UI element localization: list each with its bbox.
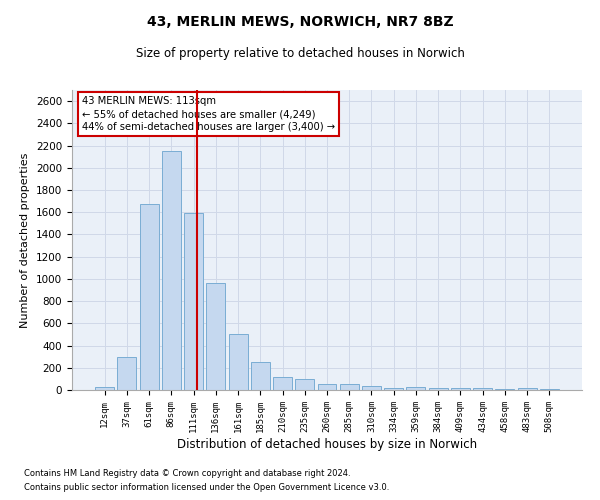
Text: Contains HM Land Registry data © Crown copyright and database right 2024.: Contains HM Land Registry data © Crown c… — [24, 468, 350, 477]
Bar — [473, 388, 492, 390]
Text: Size of property relative to detached houses in Norwich: Size of property relative to detached ho… — [136, 48, 464, 60]
Text: Contains public sector information licensed under the Open Government Licence v3: Contains public sector information licen… — [24, 484, 389, 492]
Bar — [162, 151, 181, 390]
Bar — [229, 334, 248, 390]
Bar — [273, 376, 292, 390]
Bar — [384, 388, 403, 390]
Bar — [362, 386, 381, 390]
Bar — [406, 387, 425, 390]
Bar — [140, 204, 158, 390]
X-axis label: Distribution of detached houses by size in Norwich: Distribution of detached houses by size … — [177, 438, 477, 450]
Bar — [206, 283, 225, 390]
Text: 43, MERLIN MEWS, NORWICH, NR7 8BZ: 43, MERLIN MEWS, NORWICH, NR7 8BZ — [146, 15, 454, 29]
Y-axis label: Number of detached properties: Number of detached properties — [20, 152, 31, 328]
Bar — [251, 362, 270, 390]
Text: 43 MERLIN MEWS: 113sqm
← 55% of detached houses are smaller (4,249)
44% of semi-: 43 MERLIN MEWS: 113sqm ← 55% of detached… — [82, 96, 335, 132]
Bar — [518, 388, 536, 390]
Bar — [451, 388, 470, 390]
Bar — [429, 388, 448, 390]
Bar — [295, 379, 314, 390]
Bar — [184, 213, 203, 390]
Bar — [340, 384, 359, 390]
Bar — [118, 356, 136, 390]
Bar — [317, 384, 337, 390]
Bar — [95, 387, 114, 390]
